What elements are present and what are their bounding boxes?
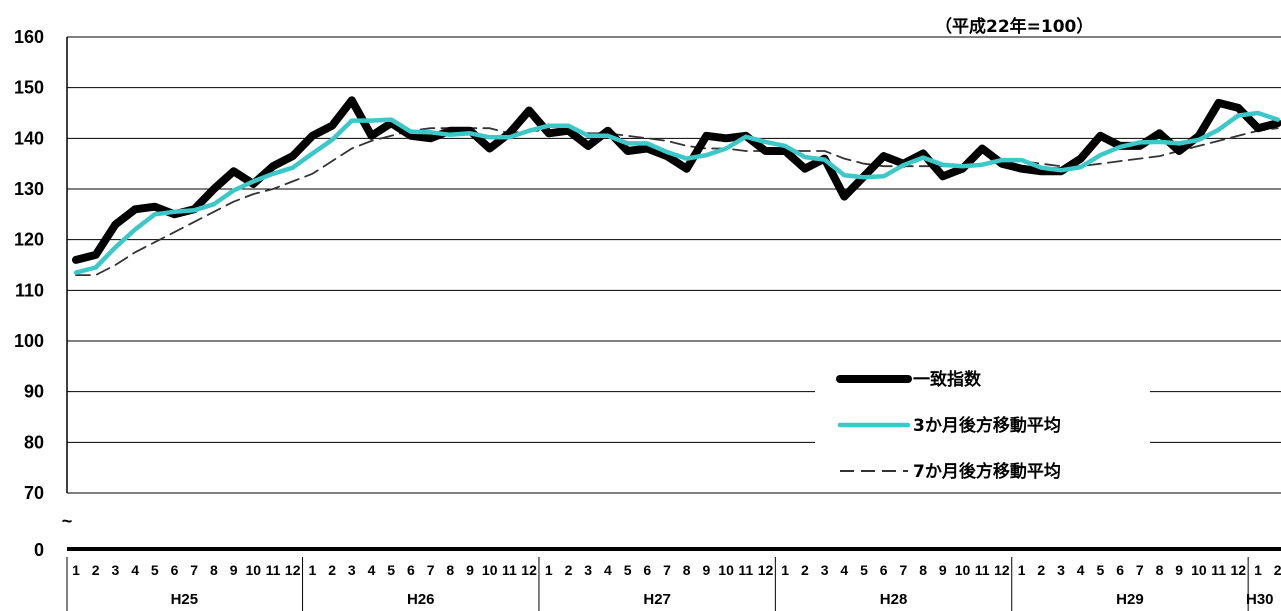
x-year-label: H28 [880, 591, 908, 608]
x-month-label: 10 [718, 562, 734, 578]
y-tick-label: 100 [14, 331, 44, 351]
y-axis: 160 150 140 130 120 110 100 90 80 70 ~0 [14, 27, 72, 560]
x-month-label: 9 [466, 562, 474, 578]
x-month-label: 12 [1231, 562, 1247, 578]
x-month-label: 7 [427, 562, 435, 578]
legend: 一致指数 3か月後方移動平均 7か月後方移動平均 [815, 352, 1150, 492]
x-month-label: 2 [92, 562, 100, 578]
gridlines [67, 36, 1281, 494]
x-month-label: 12 [758, 562, 774, 578]
x-month-label: 2 [328, 562, 336, 578]
y-tick-label: 90 [24, 382, 44, 402]
x-month-label: 2 [1037, 562, 1045, 578]
x-month-label: 3 [348, 562, 356, 578]
x-month-label: 12 [285, 562, 301, 578]
axis-break-symbol: ~ [62, 511, 73, 531]
legend-label-7m-average: 7か月後方移動平均 [913, 461, 1061, 482]
x-month-label: 2 [565, 562, 573, 578]
x-month-label: 3 [112, 562, 120, 578]
x-month-label: 5 [387, 562, 395, 578]
x-month-label: 10 [1191, 562, 1207, 578]
x-month-label: 8 [919, 562, 927, 578]
x-month-label: 3 [1057, 562, 1065, 578]
x-month-label: 5 [1097, 562, 1105, 578]
x-month-label: 8 [683, 562, 691, 578]
x-year-label: H30 [1246, 591, 1274, 608]
legend-label-index: 一致指数 [913, 369, 982, 390]
legend-label-3m-average: 3か月後方移動平均 [913, 415, 1061, 436]
x-month-label: 1 [545, 562, 553, 578]
x-month-label: 9 [703, 562, 711, 578]
x-month-label: 8 [446, 562, 454, 578]
x-month-label: 12 [521, 562, 537, 578]
x-month-label: 12 [994, 562, 1010, 578]
y-tick-label-zero: 0 [34, 540, 44, 560]
x-month-label: 4 [840, 562, 848, 578]
x-month-label: 6 [1116, 562, 1124, 578]
x-month-label: 10 [246, 562, 262, 578]
x-month-label: 3 [584, 562, 592, 578]
x-month-label: 11 [266, 562, 281, 578]
x-month-label: 1 [1254, 562, 1262, 578]
x-year-label: H27 [643, 591, 671, 608]
x-month-label: 7 [1136, 562, 1144, 578]
x-month-label: 4 [604, 562, 612, 578]
x-month-label: 11 [738, 562, 753, 578]
x-month-label: 10 [482, 562, 498, 578]
base-year-note: （平成22年=100） [935, 16, 1093, 37]
x-month-label: 1 [309, 562, 317, 578]
x-month-label: 11 [502, 562, 517, 578]
x-month-label: 7 [190, 562, 198, 578]
series-line-2 [75, 127, 1279, 277]
x-year-label: H29 [1116, 591, 1144, 608]
series-layer [72, 96, 1281, 277]
x-month-label: 1 [781, 562, 789, 578]
y-tick-label: 150 [14, 78, 44, 98]
x-month-label: 11 [975, 562, 990, 578]
x-month-label: 5 [624, 562, 632, 578]
y-tick-label: 160 [14, 27, 44, 47]
x-month-label: 6 [407, 562, 415, 578]
x-month-label: 8 [210, 562, 218, 578]
x-month-label: 6 [880, 562, 888, 578]
x-month-label: 6 [171, 562, 179, 578]
x-month-label: 3 [821, 562, 829, 578]
y-tick-label: 140 [14, 128, 44, 148]
y-tick-label: 70 [24, 483, 44, 503]
series-line-1 [73, 110, 1280, 275]
x-month-label: 9 [939, 562, 947, 578]
x-month-label: 4 [368, 562, 376, 578]
x-month-label: 8 [1156, 562, 1164, 578]
x-month-label: 2 [1274, 562, 1281, 578]
y-tick-label: 120 [14, 230, 44, 250]
y-tick-label: 80 [24, 432, 44, 452]
x-month-label: 1 [72, 562, 80, 578]
x-month-label: 4 [131, 562, 139, 578]
x-year-label: H25 [171, 591, 199, 608]
x-month-label: 5 [151, 562, 159, 578]
x-month-label: 6 [643, 562, 651, 578]
x-month-label: 10 [955, 562, 971, 578]
x-year-label: H26 [407, 591, 435, 608]
series-line-0 [72, 96, 1281, 264]
x-month-label: 5 [860, 562, 868, 578]
y-tick-label: 130 [14, 179, 44, 199]
x-month-label: 2 [801, 562, 809, 578]
x-month-label: 7 [663, 562, 671, 578]
x-month-label: 1 [1018, 562, 1026, 578]
x-month-label: 9 [1175, 562, 1183, 578]
x-month-label: 7 [900, 562, 908, 578]
x-month-label: 11 [1211, 562, 1226, 578]
x-month-label: 9 [230, 562, 238, 578]
y-tick-label: 110 [15, 280, 44, 300]
x-month-label: 4 [1077, 562, 1085, 578]
